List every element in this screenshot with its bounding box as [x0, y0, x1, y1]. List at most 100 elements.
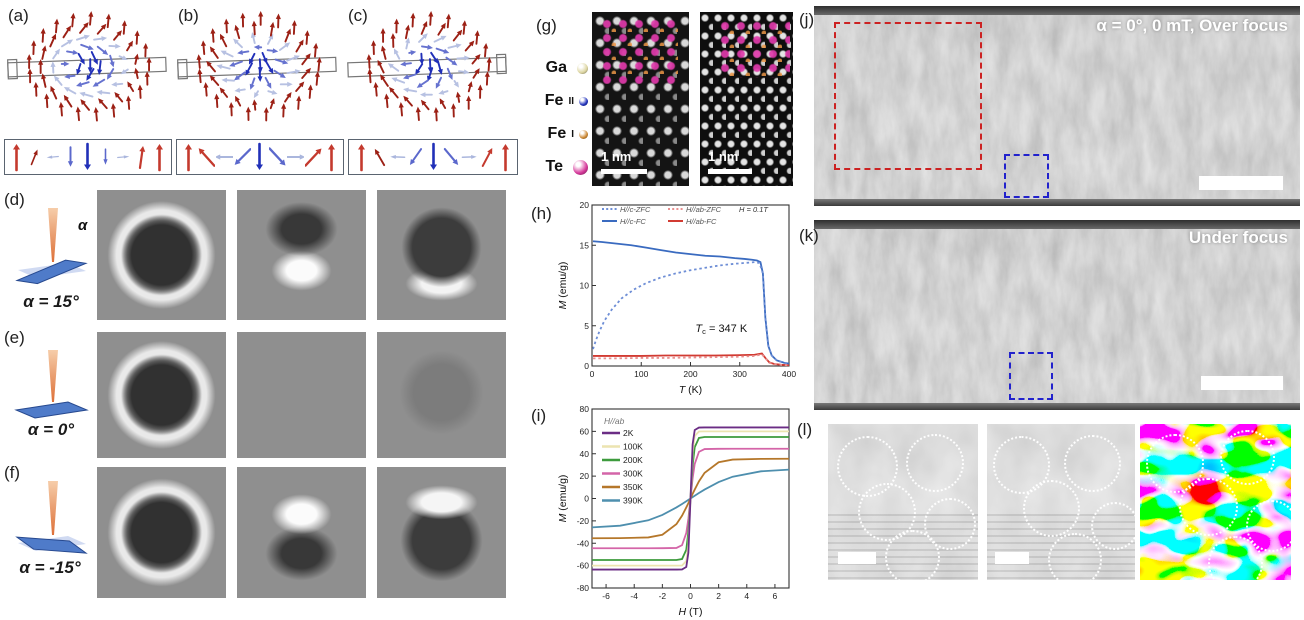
sample-edge: [814, 403, 1300, 410]
svg-text:390K: 390K: [623, 496, 643, 506]
panel-b-spin-texture: (b): [174, 2, 342, 136]
svg-text:0: 0: [590, 369, 595, 379]
skyrmion-circle-marker: [1207, 535, 1264, 580]
svg-text:300: 300: [733, 369, 747, 379]
ltem-row-d: [97, 190, 506, 320]
svg-text:10: 10: [580, 281, 590, 291]
skyrmion-circle-marker: [885, 529, 940, 580]
svg-text:5: 5: [584, 321, 589, 331]
scalebar: [1199, 176, 1283, 190]
panel-h-label: (h): [531, 204, 552, 223]
ltem-row-f: [97, 467, 506, 598]
ltem-row-e: [97, 332, 506, 458]
svg-text:M (emu/g): M (emu/g): [557, 475, 569, 523]
scalebar: [1201, 376, 1283, 390]
svg-text:350K: 350K: [623, 482, 643, 492]
svg-text:H (T): H (T): [679, 606, 703, 618]
sample-edge: [814, 220, 1300, 229]
svg-text:400: 400: [782, 369, 796, 379]
skyrmion-circle-marker: [858, 482, 916, 541]
svg-text:-60: -60: [577, 561, 590, 571]
panel-i-label: (i): [531, 406, 547, 425]
stem-image-right: 1 nm: [700, 12, 793, 186]
panel-b-label: (b): [178, 6, 199, 25]
electron-beam-cone: [48, 481, 58, 535]
scalebar-label: 1 nm: [708, 149, 739, 164]
scalebar: [601, 169, 647, 174]
svg-text:-20: -20: [577, 516, 590, 526]
skyrmion-circle-marker: [1090, 501, 1135, 551]
legend-item-FeI: Fe I: [532, 124, 588, 144]
svg-text:-40: -40: [577, 538, 590, 548]
skyrmion-circle-marker: [1047, 533, 1102, 580]
panel-l-label: (l): [797, 420, 813, 439]
electron-beam-cone: [48, 350, 58, 402]
svg-text:15: 15: [580, 240, 590, 250]
overfocus-caption: α = 0°, 0 mT, Over focus: [1096, 16, 1288, 35]
ltem-image-e2: [237, 332, 366, 458]
sample-edge: [814, 6, 1300, 15]
red-roi-box: [834, 22, 982, 170]
blue-roi-box: [1009, 352, 1053, 400]
sample-slab: [15, 259, 88, 285]
ltem-image-d1: [97, 190, 226, 320]
svg-text:0: 0: [584, 361, 589, 371]
panel-j-label: (j): [799, 10, 815, 29]
ltem-image-e3: [377, 332, 506, 458]
svg-text:60: 60: [580, 426, 590, 436]
svg-text:2K: 2K: [623, 428, 634, 438]
svg-text:-80: -80: [577, 583, 590, 593]
alpha-value-d: α = 15°: [23, 292, 79, 311]
skyrmion-circle-marker: [1022, 480, 1080, 538]
svg-text:300K: 300K: [623, 469, 643, 479]
ltem-image-f3: [377, 467, 506, 598]
alpha-symbol: α: [78, 217, 88, 234]
Ga-sphere-icon: [577, 62, 588, 74]
tilt-schematic-d: α: [15, 208, 88, 285]
svg-text:-6: -6: [602, 591, 610, 601]
svg-text:M (emu/g): M (emu/g): [557, 262, 569, 310]
ltem-image-f1: [97, 467, 226, 598]
scalebar: [995, 552, 1029, 564]
skyrmion-circle-marker: [992, 436, 1051, 494]
ltem-underfocus-image: Under focus: [814, 220, 1300, 410]
magnetic-induction-map: [1140, 424, 1291, 580]
spin-field-intermediate: [347, 11, 507, 122]
scalebar-label: 1 nm: [601, 149, 632, 164]
spin-field-neel: [177, 10, 337, 122]
panel-a-label: (a): [8, 6, 29, 25]
svg-text:20: 20: [580, 200, 590, 210]
sample-slab: [14, 401, 89, 419]
ltem-image-d3: [377, 190, 506, 320]
svg-text:H//ab-FC: H//ab-FC: [686, 217, 717, 226]
sample-slab: [15, 536, 88, 554]
panel-a-cross-section-strip: [4, 139, 172, 175]
svg-text:200K: 200K: [623, 455, 643, 465]
scalebar: [708, 169, 752, 174]
FeI-sphere-icon: [579, 129, 588, 139]
panel-c-spin-texture: (c): [344, 2, 512, 136]
svg-text:4: 4: [744, 591, 749, 601]
svg-text:H//c-FC: H//c-FC: [620, 217, 646, 226]
svg-text:100: 100: [634, 369, 648, 379]
svg-text:H = 0.1T: H = 0.1T: [739, 205, 769, 214]
skyrmion-circle-marker: [924, 498, 976, 551]
svg-text:200: 200: [683, 369, 697, 379]
skyrmion-circle-marker: [1063, 434, 1122, 493]
atom-overlay-dots: [600, 18, 678, 84]
svg-text:H//ab: H//ab: [604, 416, 625, 426]
legend-item-Ga: Ga: [532, 58, 588, 78]
legend-item-FeII: Fe II: [532, 91, 588, 111]
skyrmion-circle-marker: [1179, 477, 1238, 537]
sample-edge: [814, 199, 1300, 206]
skyrmion-circle-marker: [1146, 434, 1205, 493]
FeII-sphere-icon: [579, 96, 588, 106]
svg-text:2: 2: [716, 591, 721, 601]
svg-text:100K: 100K: [623, 442, 643, 452]
panel-a-spin-texture: (a): [4, 2, 172, 136]
zoom-underfocus-image: [987, 424, 1135, 580]
skyrmion-circle-marker: [1220, 429, 1276, 485]
atom-overlay-dots: [718, 20, 790, 78]
